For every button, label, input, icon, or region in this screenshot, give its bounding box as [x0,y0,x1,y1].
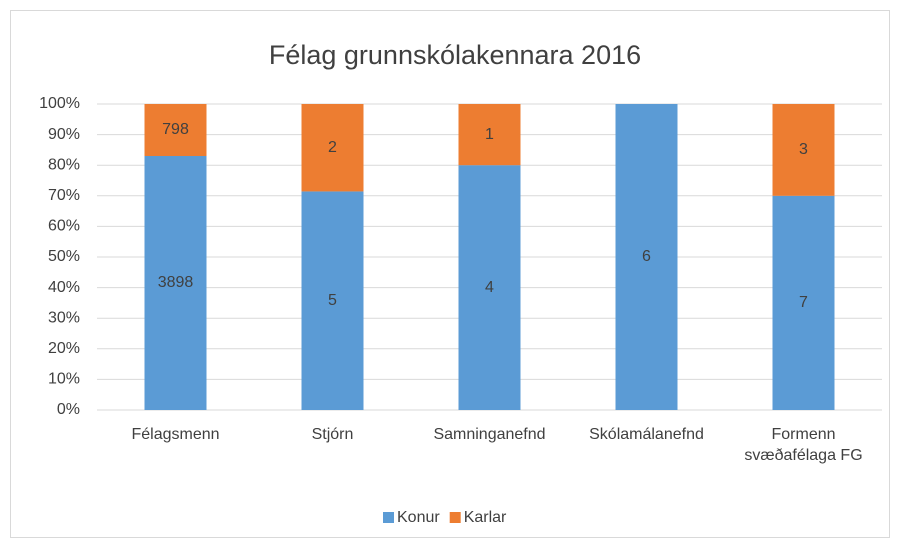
y-tick-label: 60% [48,218,80,235]
legend-swatch [449,512,461,523]
bar-segment [144,104,207,156]
bar-segment [144,155,207,410]
x-tick-label-box: Skólamálanefnd [589,426,704,443]
bar-segment [772,195,835,410]
bar-segment [458,165,521,410]
chart-title: Félag grunnskólakennara 2016 [269,40,641,70]
data-label: 3898 [158,274,194,291]
x-tick-label: Stjórn [311,426,354,443]
bar-segment [301,104,364,192]
y-tick-label: 0% [57,401,80,418]
y-tick-label: 50% [48,248,80,265]
y-tick-label: 70% [48,187,80,204]
y-tick-label: 10% [48,371,80,388]
legend-label: Konur [397,509,440,526]
data-label: 5 [328,292,337,309]
y-tick-label: 100% [39,95,80,112]
x-tick-label: Samninganefnd [433,426,546,443]
bar-segment [772,104,835,196]
x-tick-label-box: Stjórn [311,426,354,443]
bar-segment [615,104,678,410]
data-label: 3 [799,141,808,158]
y-tick-label: 40% [48,279,80,296]
data-label: 6 [642,248,651,265]
data-label: 1 [485,126,494,143]
y-tick-label: 90% [48,126,80,143]
x-tick-label: Formenn svæðafélaga FG [744,426,863,464]
data-label: 7 [799,294,808,311]
y-tick-label: 20% [48,340,80,357]
data-label: 4 [485,279,494,296]
x-tick-label-box: Formenn svæðafélaga FG [744,426,863,464]
bar-segment [458,104,521,166]
y-tick-label: 30% [48,309,80,326]
x-tick-label-box: Samninganefnd [433,426,546,443]
bar-segment [301,191,364,410]
data-label: 2 [328,139,337,156]
data-label: 798 [162,121,189,138]
y-tick-label: 80% [48,156,80,173]
legend-label: Karlar [464,509,507,526]
x-tick-label: Skólamálanefnd [589,426,704,443]
x-tick-label: Félagsmenn [131,426,220,443]
x-tick-label-box: Félagsmenn [131,426,220,443]
legend-swatch [383,512,394,523]
